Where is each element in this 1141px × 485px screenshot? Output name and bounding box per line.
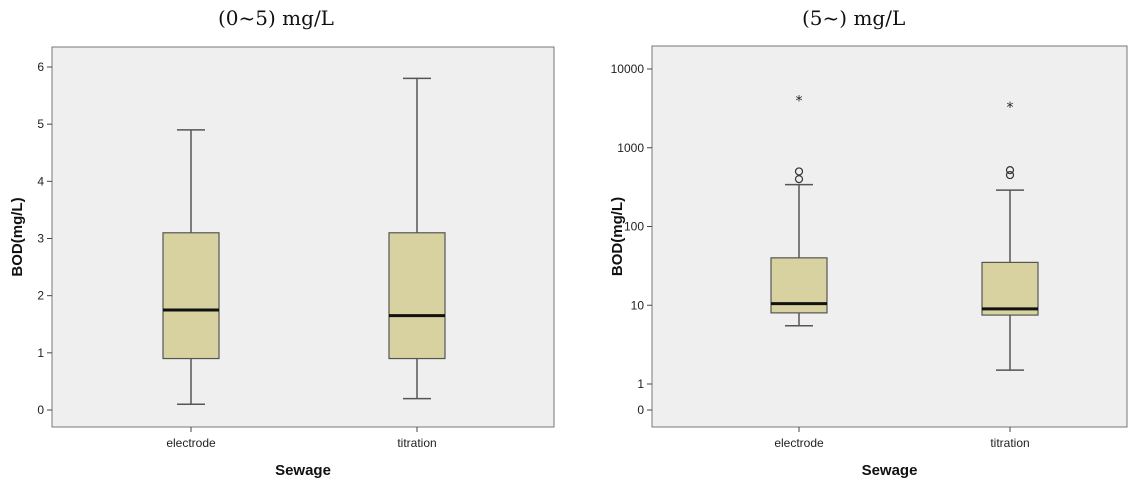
extreme-marker: * (796, 93, 803, 109)
y-tick-label: 10000 (611, 62, 645, 76)
plot-area (651, 45, 1128, 428)
box-iqr (388, 232, 446, 360)
y-tick-label: 3 (37, 232, 44, 246)
y-tick-label: 5 (37, 117, 44, 131)
x-axis-title: Sewage (862, 462, 918, 479)
y-axis-title: BOD(mg/L) (609, 197, 626, 276)
y-tick-label: 100 (624, 220, 644, 234)
box-iqr (162, 232, 220, 360)
boxplot-chart-right: 0 1 10 100 1000 10000 electrode titration Sewage… (609, 45, 1128, 479)
y-tick-label: 0 (37, 403, 44, 417)
x-tick-label: electrode (774, 436, 824, 450)
x-tick-label: titration (990, 436, 1029, 450)
y-tick-label: 10 (631, 298, 645, 312)
outlier-marker (1005, 166, 1015, 175)
chart-title: (0~5) mg/L (218, 6, 334, 30)
x-tick-label: titration (397, 436, 436, 450)
outlier-marker (1005, 170, 1015, 180)
chart-panel-right: (5~) mg/L 0 1 10 100 1000 10000 electrode titra… (572, 0, 1141, 485)
y-tick-label: 2 (37, 289, 44, 303)
extreme-marker: * (1007, 100, 1014, 116)
y-tick-label: 4 (37, 174, 44, 188)
y-tick-label: 6 (37, 60, 44, 74)
outlier-marker (794, 174, 804, 184)
plot-area (51, 46, 555, 428)
x-axis-title: Sewage (275, 462, 331, 479)
y-tick-label: 0 (637, 403, 644, 417)
y-axis-title: BOD(mg/L) (9, 197, 26, 276)
boxplot-chart-left: 0 1 2 3 4 5 6 electrode titration Sewage BOD(mg/L) (9, 46, 555, 479)
chart-panel-left: (0~5) mg/L 0 1 2 3 4 5 6 electrode titration Sewa… (0, 0, 570, 485)
y-tick-label: 1 (637, 377, 644, 391)
x-tick-label: electrode (166, 436, 216, 450)
y-tick-label: 1 (37, 346, 44, 360)
box-iqr (981, 261, 1039, 316)
y-tick-label: 1000 (617, 141, 644, 155)
chart-title: (5~) mg/L (802, 6, 906, 30)
outlier-marker (794, 167, 804, 176)
